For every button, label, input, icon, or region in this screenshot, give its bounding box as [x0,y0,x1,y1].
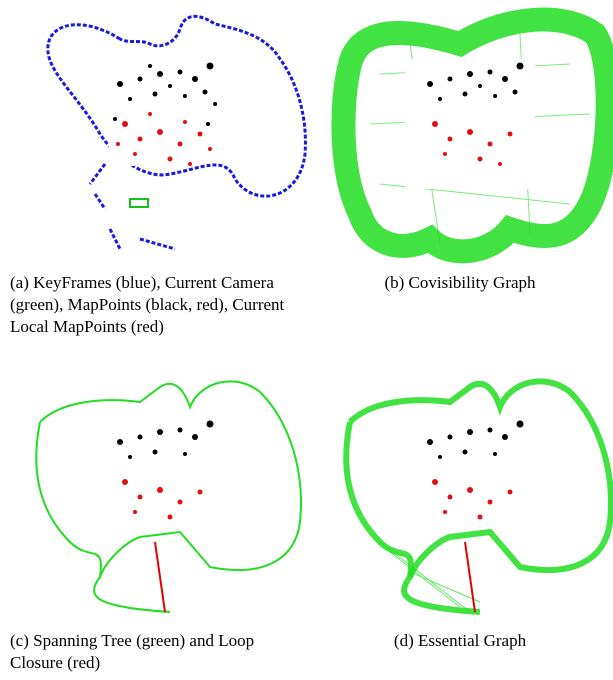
keyframe-trajectory [46,14,307,251]
panel-c-spanning-tree [10,362,310,622]
red-mappoints [432,479,513,520]
black-mappoints [117,420,214,459]
caption-b: (b) Covisibility Graph [384,273,536,292]
spanning-tree-path [39,380,302,613]
panel-d-canvas [343,378,613,615]
panel-d-essential-graph [320,362,613,622]
panel-a-keyframes-map [10,4,310,264]
current-camera-marker [129,198,149,208]
spanning-tree-left [35,421,102,578]
caption-a: (a) KeyFrames (blue), Current Camera (gr… [10,273,285,336]
panel-c-canvas [35,380,302,613]
caption-d: (d) Essential Graph [393,631,527,650]
black-mappoints [113,62,217,126]
caption-c: (c) Spanning Tree (green) and Loop Closu… [10,631,255,672]
loop-closure-edge [154,541,166,613]
panel-b-canvas [331,7,613,264]
panel-a-canvas [46,14,307,251]
red-mappoints [116,112,212,166]
red-mappoints [122,479,203,520]
loop-closure-edge [464,541,476,613]
essential-graph-edges [343,378,613,615]
black-mappoints [427,420,524,459]
red-mappoints [432,121,513,166]
graph-inner-area [405,59,535,189]
mappoints-cloud [105,74,225,169]
panel-b-covisibility-graph [320,4,613,264]
black-mappoints [427,62,524,101]
